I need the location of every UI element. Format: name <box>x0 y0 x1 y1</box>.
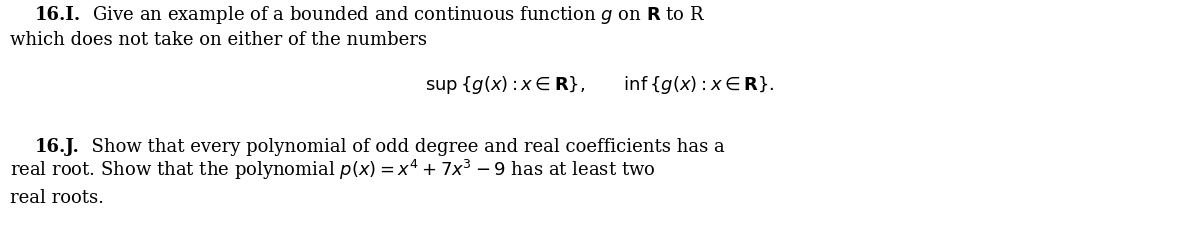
Text: real roots.: real roots. <box>10 189 103 207</box>
Text: which does not take on either of the numbers: which does not take on either of the num… <box>10 31 427 49</box>
Text: Give an example of a bounded and continuous function $g$ on $\mathbf{R}$ to R: Give an example of a bounded and continu… <box>82 4 706 26</box>
Text: 16.I.: 16.I. <box>35 6 82 24</box>
Text: 16.J.: 16.J. <box>35 138 79 156</box>
Text: Show that every polynomial of odd degree and real coefficients has a: Show that every polynomial of odd degree… <box>79 138 725 156</box>
Text: real root. Show that the polynomial $p(x) = x^4 + 7x^3 - 9$ has at least two: real root. Show that the polynomial $p(x… <box>10 158 655 182</box>
Text: $\mathrm{sup}\,\{g(x): x \in \mathbf{R}\},\qquad \mathrm{inf}\,\{g(x): x \in \ma: $\mathrm{sup}\,\{g(x): x \in \mathbf{R}\… <box>425 74 775 96</box>
